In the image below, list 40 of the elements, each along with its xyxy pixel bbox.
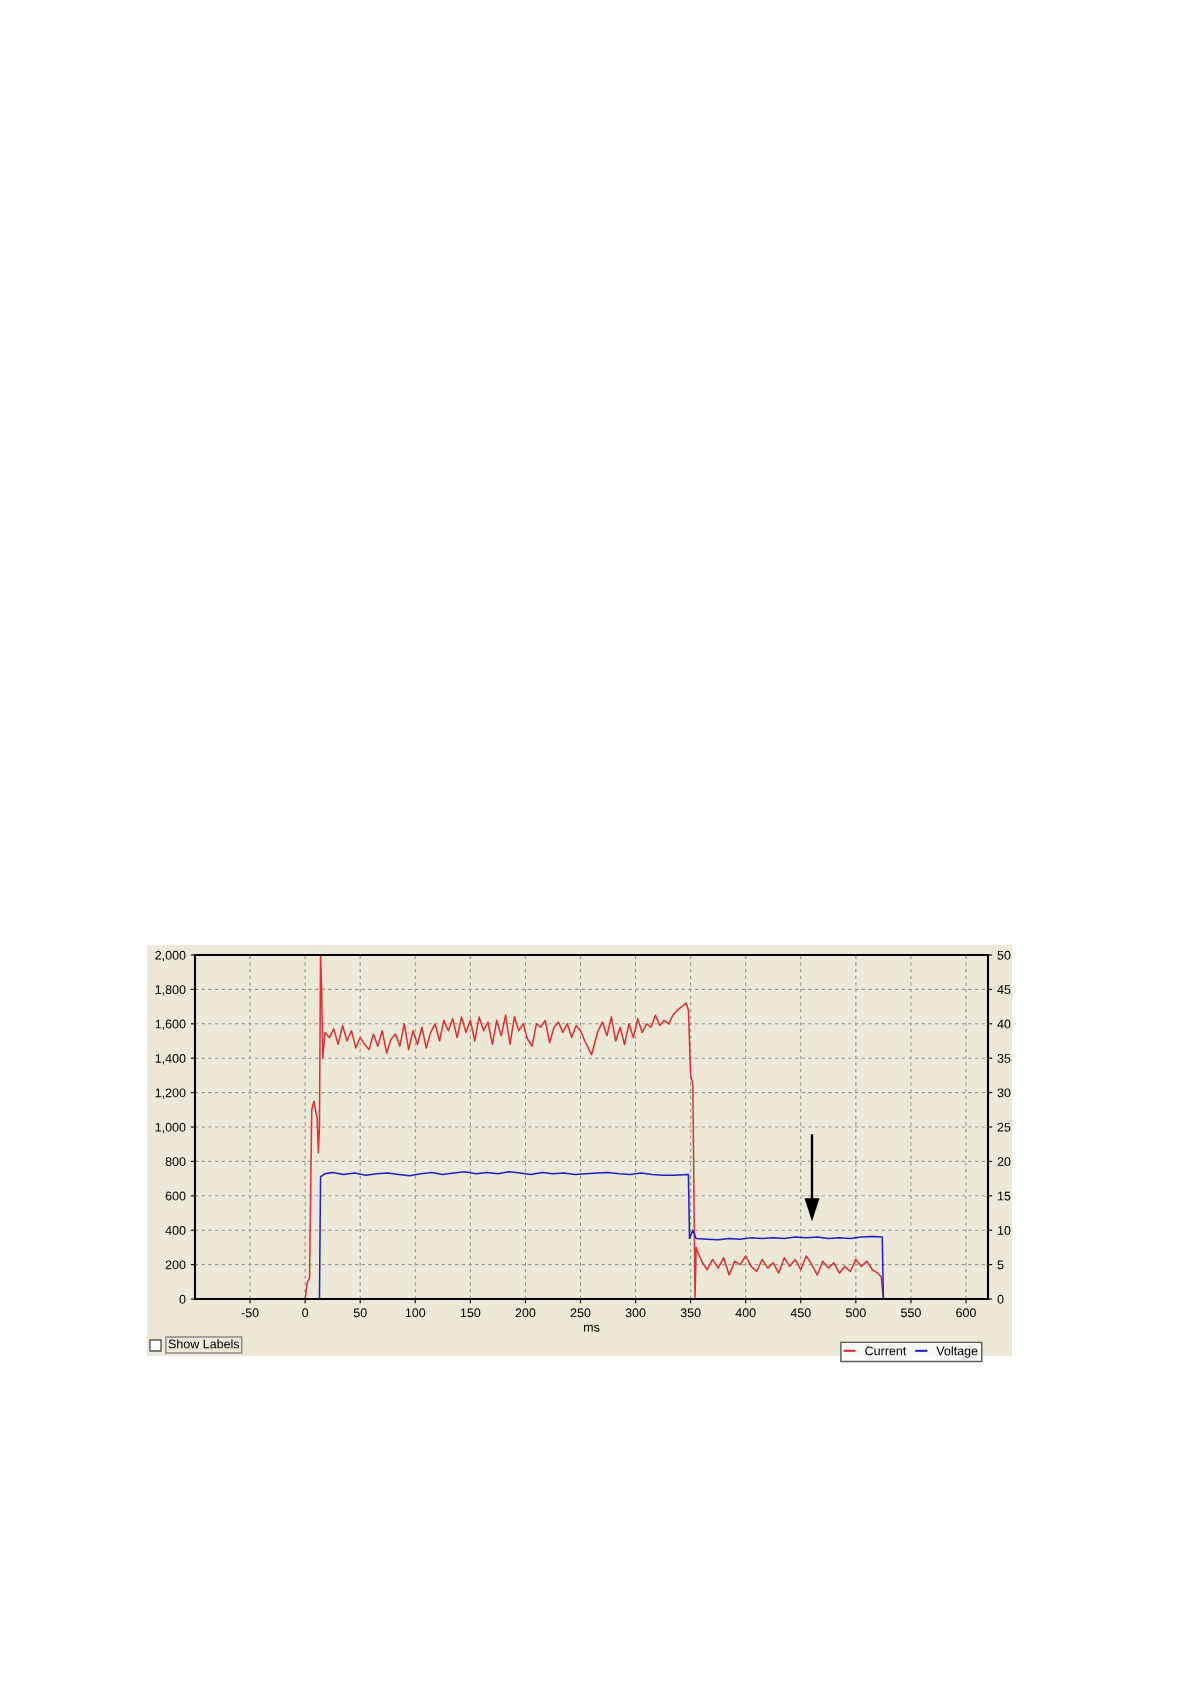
- y2-tick-label: 35: [997, 1054, 1011, 1063]
- x-tick-label: 450: [790, 1308, 811, 1318]
- y-tick-label: 1,400: [155, 1054, 186, 1065]
- x-tick-label: 250: [570, 1308, 591, 1318]
- x-tick-label: 0: [302, 1308, 309, 1318]
- x-tick-label: 500: [845, 1308, 866, 1318]
- x-tick-label: 550: [900, 1308, 921, 1318]
- y2-tick-label: 45: [997, 985, 1011, 995]
- y-tick-label: 600: [165, 1191, 186, 1201]
- y-tick-label: 2,000: [155, 950, 186, 962]
- y2-tick-label: 0: [997, 1294, 1004, 1304]
- y-tick-label: 1,600: [155, 1019, 186, 1030]
- y2-tick-label: 15: [997, 1191, 1011, 1201]
- y2-tick-label: 10: [997, 1226, 1011, 1235]
- y2-tick-label: 50: [997, 950, 1011, 960]
- x-tick-label: 400: [735, 1308, 756, 1318]
- x-tick-label: -50: [241, 1308, 259, 1318]
- y2-tick-label: 20: [997, 1157, 1011, 1167]
- x-tick-label: 350: [680, 1308, 701, 1318]
- y-tick-label: 400: [165, 1226, 186, 1235]
- x-tick-label: 300: [625, 1308, 646, 1318]
- y-tick-label: 1,000: [155, 1122, 186, 1134]
- x-tick-label: 100: [405, 1308, 426, 1318]
- y2-tick-label: 30: [997, 1088, 1011, 1098]
- x-tick-label: 600: [956, 1308, 976, 1318]
- y-tick-label: 200: [165, 1260, 186, 1270]
- x-tick-label: 50: [353, 1308, 367, 1318]
- y2-tick-label: 25: [997, 1122, 1011, 1132]
- x-tick-label: 150: [460, 1308, 481, 1318]
- y-tick-label: 1,800: [155, 985, 186, 996]
- x-axis-title: ms: [584, 1324, 600, 1332]
- legend-label: Current: [865, 1346, 907, 1356]
- y2-tick-label: 5: [997, 1260, 1004, 1270]
- x-tick-label: 200: [515, 1308, 536, 1318]
- y-tick-label: 0: [179, 1294, 186, 1304]
- y-tick-label: 1,200: [155, 1088, 186, 1099]
- legend-label: Voltage: [936, 1346, 978, 1358]
- text: Show Labels: [168, 1339, 240, 1349]
- y2-tick-label: 40: [997, 1019, 1011, 1029]
- y-tick-label: 800: [165, 1157, 186, 1167]
